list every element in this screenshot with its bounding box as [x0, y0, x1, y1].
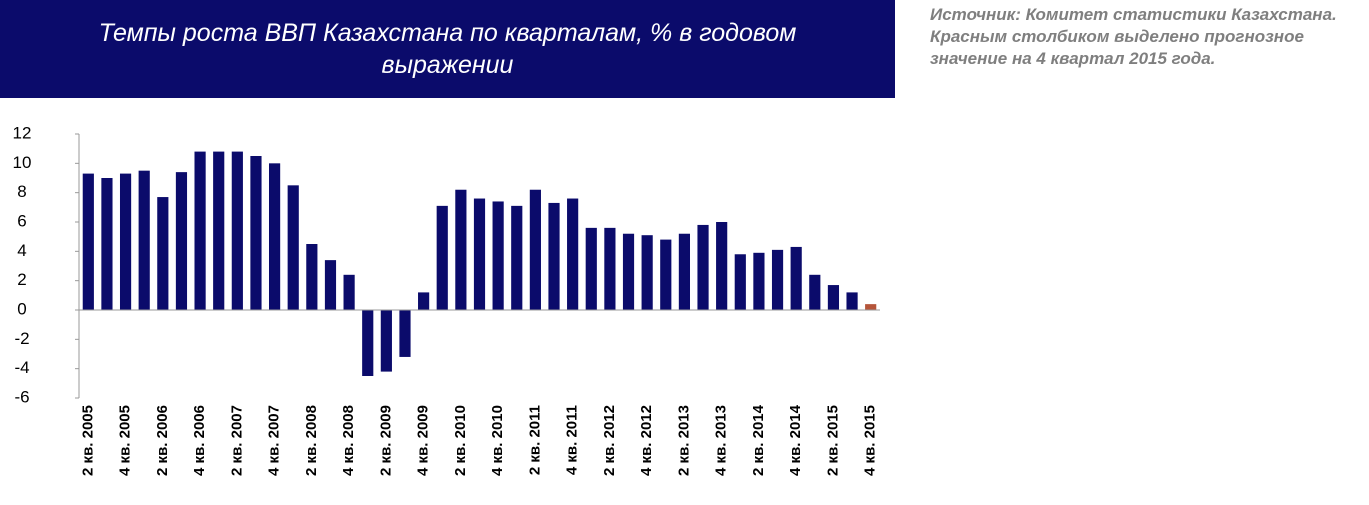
x-tick-label: 4 кв. 2007 — [266, 405, 283, 476]
bar — [865, 304, 877, 310]
bar — [827, 285, 840, 310]
x-tick-label: 2 кв. 2006 — [154, 405, 171, 476]
x-tick-label: 4 кв. 2010 — [489, 405, 506, 476]
x-tick-label: 2 кв. 2007 — [228, 405, 245, 476]
x-tick-label: 4 кв. 2005 — [117, 405, 134, 476]
bar — [82, 173, 94, 310]
bar — [194, 151, 206, 310]
bar — [548, 202, 560, 310]
chart-title: Темпы роста ВВП Казахстана по кварталам,… — [98, 19, 797, 79]
bar — [436, 205, 448, 310]
x-tick-label: 2 кв. 2012 — [601, 405, 618, 476]
x-tick-label: 4 кв. 2008 — [340, 405, 357, 476]
bar — [734, 254, 746, 310]
bar — [660, 239, 672, 310]
bar — [678, 233, 690, 310]
bar — [306, 244, 318, 310]
bar — [511, 205, 523, 310]
bar — [418, 292, 430, 310]
bar — [231, 151, 243, 310]
y-tick-label: -4 — [14, 358, 29, 377]
bar — [287, 185, 299, 310]
bar — [604, 227, 616, 310]
bar — [250, 156, 262, 310]
x-tick-label: 2 кв. 2011 — [526, 405, 543, 475]
y-tick-label: 12 — [13, 123, 32, 142]
bar — [716, 222, 728, 310]
x-tick-label: 2 кв. 2014 — [750, 404, 767, 476]
x-tick-label: 2 кв. 2009 — [377, 405, 394, 476]
x-tick-label: 4 кв. 2013 — [713, 405, 730, 476]
bar — [343, 274, 355, 310]
y-tick-label: 8 — [17, 182, 26, 201]
bar — [380, 310, 392, 372]
bar — [567, 198, 579, 310]
bar — [269, 163, 281, 310]
x-tick-label: 4 кв. 2014 — [787, 404, 804, 476]
x-tick-label: 2 кв. 2008 — [303, 405, 320, 476]
bar — [324, 260, 337, 310]
y-tick-label: 0 — [17, 299, 26, 318]
bar — [455, 189, 467, 310]
source-note: Источник: Комитет статистики Казахстана.… — [930, 5, 1337, 68]
y-tick-label: 10 — [13, 153, 32, 172]
y-tick-label: 6 — [17, 211, 26, 230]
bar — [473, 198, 486, 310]
x-tick-label: 4 кв. 2011 — [564, 405, 581, 475]
x-tick-label: 4 кв. 2009 — [415, 405, 432, 476]
bar — [138, 170, 150, 310]
x-tick-label: 4 кв. 2015 — [862, 405, 879, 476]
x-tick-label: 2 кв. 2005 — [79, 405, 96, 476]
bar — [771, 249, 784, 310]
bar — [753, 252, 765, 310]
bar — [585, 227, 597, 310]
bar — [492, 201, 504, 310]
bar — [641, 235, 653, 310]
bar — [119, 173, 132, 310]
x-tick-label: 4 кв. 2006 — [191, 405, 208, 476]
bar — [213, 151, 225, 310]
bar — [157, 197, 169, 310]
bar — [399, 310, 411, 357]
title-banner: Темпы роста ВВП Казахстана по кварталам,… — [0, 0, 895, 98]
x-tick-label: 2 кв. 2010 — [452, 405, 469, 476]
bar — [790, 246, 802, 310]
y-tick-label: -6 — [14, 387, 29, 406]
bar — [101, 178, 113, 310]
bar — [697, 224, 709, 310]
x-tick-label: 4 кв. 2012 — [638, 405, 655, 476]
y-tick-label: -2 — [14, 329, 29, 348]
bar — [362, 310, 374, 376]
bar — [622, 233, 635, 310]
x-tick-label: 2 кв. 2015 — [824, 405, 841, 476]
y-tick-label: 2 — [17, 270, 26, 289]
bar — [175, 172, 188, 310]
bar — [846, 292, 858, 310]
bar — [529, 189, 541, 310]
y-tick-label: 4 — [17, 241, 26, 260]
x-tick-label: 2 кв. 2013 — [675, 405, 692, 476]
bar — [809, 274, 821, 310]
